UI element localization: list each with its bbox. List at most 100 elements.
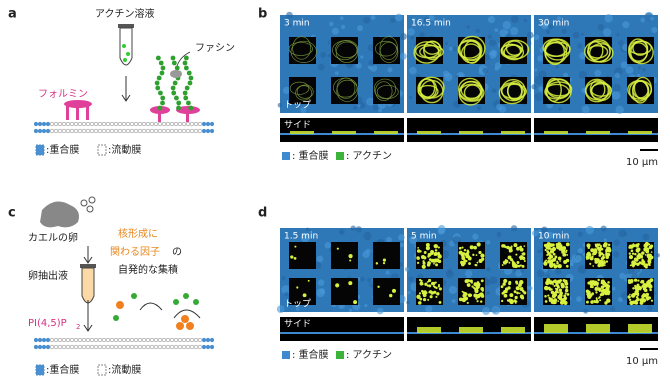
actin-spot (514, 295, 518, 300)
actin-spot (516, 261, 520, 264)
membrane (33, 337, 215, 350)
lipid (165, 344, 171, 350)
noise (538, 86, 544, 92)
side-actin (459, 131, 483, 134)
actin (187, 80, 193, 86)
noise (329, 21, 334, 27)
actin-spot (557, 256, 562, 261)
actin-spot (599, 245, 603, 248)
lipid (153, 121, 159, 127)
actin (160, 95, 166, 101)
noise (372, 104, 379, 111)
actin-spot (634, 286, 639, 291)
noise (277, 102, 283, 108)
actin-spot (600, 257, 604, 260)
actin-spot (460, 260, 464, 265)
lipid (113, 128, 119, 134)
noise (619, 272, 626, 279)
actin-spot (636, 250, 640, 253)
lipid (133, 128, 139, 134)
noise (288, 23, 292, 28)
actin-spot (650, 244, 654, 248)
actin (156, 75, 162, 81)
actin-spot (587, 281, 591, 285)
actin-spot (634, 252, 637, 256)
actin-spot (646, 298, 649, 301)
lipid (45, 337, 51, 343)
lipid (205, 344, 211, 350)
actin-spot (519, 245, 523, 249)
lipid (73, 337, 79, 343)
lipid (97, 337, 103, 343)
actin-spot (423, 290, 427, 294)
actin-ring (336, 79, 359, 102)
actin-spot (502, 291, 506, 295)
lipid (93, 344, 99, 350)
actin-spot (507, 286, 511, 290)
actin-spot (595, 291, 598, 294)
noise (537, 229, 542, 234)
actin-spot (515, 286, 520, 291)
noise (363, 231, 372, 241)
actin (186, 70, 192, 76)
noise (363, 16, 371, 24)
actin-spot (417, 246, 420, 249)
actin-spot (600, 285, 605, 289)
actin-filaments (154, 55, 194, 111)
lipid (177, 344, 183, 350)
noise (359, 276, 365, 282)
actin-spot (546, 250, 550, 253)
lipid (129, 344, 135, 350)
actin-spot (473, 245, 478, 250)
lipid (165, 337, 171, 343)
noise (548, 23, 554, 30)
actin-spot (506, 299, 510, 302)
legend-label: : アクチン (346, 150, 392, 162)
side-actin (459, 327, 483, 333)
noise (616, 33, 620, 37)
legend-label: :重合膜 (46, 363, 79, 376)
actin-spot (513, 243, 518, 248)
label: 関わる因子 (110, 246, 160, 258)
actin-spot (628, 252, 632, 255)
actin-spot (587, 292, 590, 295)
actin-spot (349, 259, 352, 262)
actin-spot (425, 246, 430, 251)
noise (316, 288, 325, 298)
actin-spot (544, 248, 547, 252)
actin-spot (605, 255, 610, 259)
actin-spot (635, 243, 640, 248)
lipid (105, 128, 111, 134)
noise (510, 26, 519, 36)
noise (423, 17, 430, 24)
actin-spot (476, 282, 481, 287)
actin-spot (591, 255, 594, 258)
actin-spot (464, 252, 469, 257)
actin-spot (603, 283, 607, 288)
noise (612, 251, 620, 258)
noise (404, 267, 410, 272)
actin-spot (565, 258, 570, 263)
actin-spot (647, 283, 652, 288)
side-actin (628, 131, 652, 134)
panel-label: a (8, 7, 17, 22)
lipid (65, 128, 71, 134)
actin-spot (416, 261, 420, 264)
actin-spot (422, 256, 427, 260)
actin-spot (594, 260, 598, 264)
lipid (41, 344, 47, 350)
actin-spot (375, 262, 379, 265)
actin-spot (565, 285, 569, 289)
actin-spot (555, 264, 559, 268)
actin-ring (584, 40, 611, 63)
legend-label: :流動膜 (108, 363, 141, 376)
actin-spot (335, 283, 340, 288)
actin-spot (600, 282, 603, 285)
actin-spot (548, 296, 551, 300)
lipid (33, 344, 39, 350)
well (373, 278, 400, 305)
legend-swatch (336, 152, 344, 160)
actin-spot (557, 264, 562, 269)
noise (366, 97, 375, 106)
lipid (77, 344, 83, 350)
